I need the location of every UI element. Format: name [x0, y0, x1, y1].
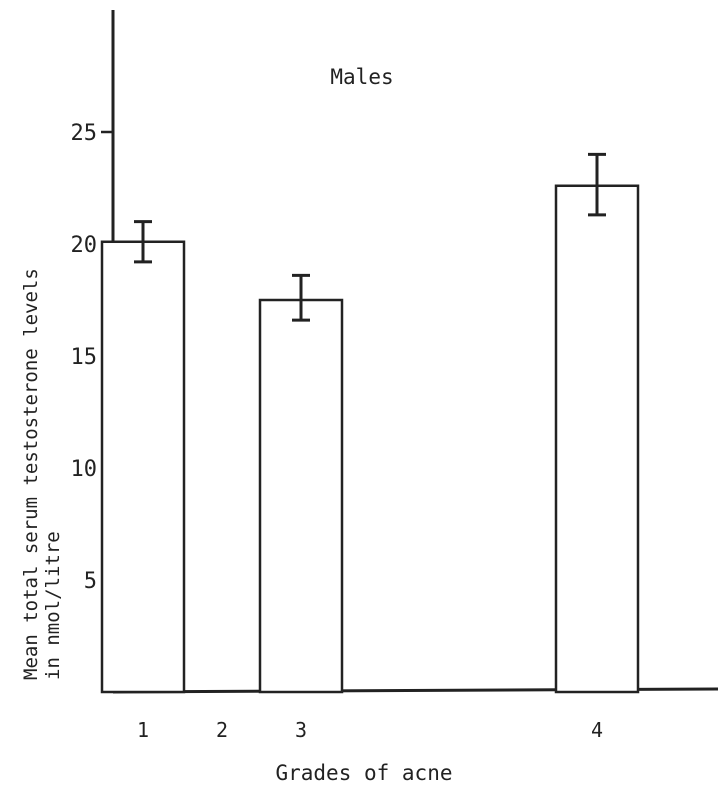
x-axis-label: Grades of acne	[275, 761, 452, 785]
y-tick-label: 10	[71, 457, 98, 482]
y-tick-label: 20	[71, 233, 98, 258]
y-axis-label-line2: in nmol/litre	[42, 531, 64, 680]
y-tick-label: 5	[84, 569, 97, 594]
chart-title: Males	[330, 65, 393, 89]
y-axis-label-line1: Mean total serum testosterone levels	[20, 268, 42, 680]
bar	[102, 242, 184, 692]
bar	[556, 186, 638, 692]
x-tick-label: 1	[137, 718, 149, 742]
x-tick-label: 4	[591, 718, 603, 742]
y-tick-label: 25	[71, 121, 98, 146]
y-tick-label: 15	[71, 345, 98, 370]
x-tick-label: 2	[216, 718, 228, 742]
x-tick-label: 3	[295, 718, 307, 742]
bar	[260, 300, 342, 692]
